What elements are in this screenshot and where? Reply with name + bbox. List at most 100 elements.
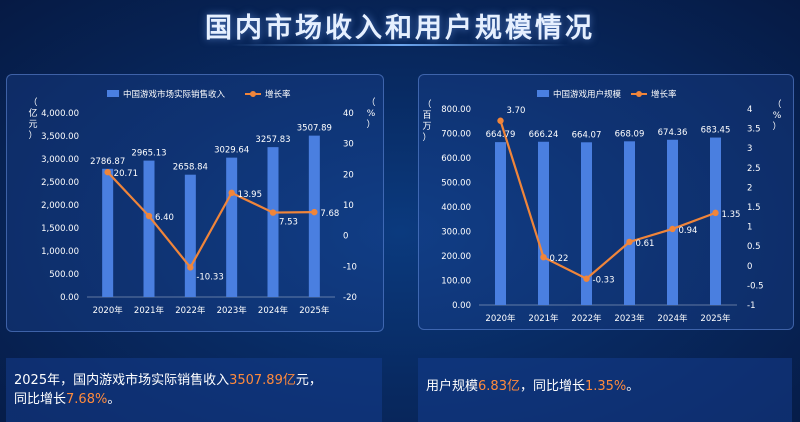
x-axis-tick-label: 2022年 xyxy=(571,313,602,324)
left-axis-tick-label: 0.00 xyxy=(60,293,79,303)
bar-value-label: 664.79 xyxy=(486,130,516,140)
summary-highlight: 6.83亿 xyxy=(478,379,520,394)
growth-value-label: 1.35 xyxy=(722,210,741,220)
right-axis-tick-label: -1 xyxy=(747,301,755,311)
growth-value-label: 0.22 xyxy=(550,254,569,264)
bar xyxy=(624,141,635,305)
growth-value-label: 7.68 xyxy=(320,209,339,219)
growth-line xyxy=(499,120,716,281)
users-chart-panel: 中国游戏用户规模 增长率（百万）（%） 0.00 100.00 200.00 300.00… xyxy=(418,74,794,330)
bar-value-label: 3507.89 xyxy=(297,124,332,134)
bar-value-label: 674.36 xyxy=(658,128,688,138)
left-axis-tick-label: 700.00 xyxy=(441,130,471,140)
left-axis-tick-label: 1,500.00 xyxy=(41,224,79,234)
bar-value-label: 3257.83 xyxy=(255,135,290,145)
x-axis-tick-label: 2022年 xyxy=(175,305,206,316)
bar xyxy=(495,142,506,305)
right-axis-tick-label: 20 xyxy=(343,170,354,180)
growth-point xyxy=(712,209,719,217)
right-axis-tick-label: 3 xyxy=(747,144,752,154)
page-title: 国内市场收入和用户规模情况 xyxy=(205,13,595,44)
left-axis-tick-label: 600.00 xyxy=(441,154,471,164)
bar-value-label: 666.24 xyxy=(529,130,559,140)
x-axis-tick-label: 2020年 xyxy=(93,305,124,316)
growth-point xyxy=(187,264,194,271)
left-axis-tick-label: 2,000.00 xyxy=(41,201,79,211)
growth-value-label: 6.40 xyxy=(155,213,174,223)
x-axis-tick-label: 2025年 xyxy=(700,313,731,324)
growth-point xyxy=(540,253,547,261)
users-summary-text: 用户规模6.83亿，同比增长1.35%。 xyxy=(426,377,639,396)
bar xyxy=(143,160,155,297)
legend-line-label: 增长率 xyxy=(651,89,677,100)
users-chart: 中国游戏用户规模 增长率（百万）（%）0.00100.00200.00300.00… xyxy=(422,89,782,324)
bar-value-label: 3029.64 xyxy=(214,146,249,156)
bar xyxy=(581,142,592,305)
right-axis-tick-label: 0 xyxy=(747,262,752,272)
growth-value-label: 0.61 xyxy=(636,239,655,249)
right-axis-tick-label: -20 xyxy=(343,293,357,303)
bar xyxy=(308,135,320,297)
bar-value-label: 2965.13 xyxy=(131,149,166,159)
left-axis-tick-label: 1,000.00 xyxy=(41,247,79,257)
right-axis-tick-label: 0.5 xyxy=(747,242,761,252)
left-axis-tick-label: 2,500.00 xyxy=(41,178,79,188)
left-axis-tick-label: 500.00 xyxy=(441,179,471,189)
users-summary: 用户规模6.83亿，同比增长1.35%。 xyxy=(418,358,792,422)
summary-highlight: 7.68% xyxy=(66,392,108,407)
growth-value-label: 3.70 xyxy=(507,106,526,116)
left-axis-tick-label: 200.00 xyxy=(441,252,471,262)
right-axis-unit-char: ） xyxy=(772,121,781,132)
left-axis-tick-label: 100.00 xyxy=(441,277,471,287)
x-axis-tick-label: 2021年 xyxy=(134,305,165,316)
bar xyxy=(267,147,279,297)
growth-value-label: -10.33 xyxy=(196,272,223,282)
x-axis-tick-label: 2024年 xyxy=(657,313,688,324)
legend-line-label: 增长率 xyxy=(265,89,291,100)
growth-point xyxy=(311,208,318,216)
right-axis-tick-label: 2.5 xyxy=(747,164,761,174)
left-axis-tick-label: 300.00 xyxy=(441,228,471,238)
right-axis-unit-char: ） xyxy=(366,119,375,130)
growth-point xyxy=(269,209,277,216)
legend-line-marker xyxy=(636,91,642,97)
x-axis-tick-label: 2024年 xyxy=(258,305,289,316)
growth-value-label: -0.33 xyxy=(593,276,615,286)
summary-highlight: 1.35% xyxy=(584,379,627,394)
right-axis-unit-char: （ xyxy=(772,99,781,110)
left-axis-tick-label: 500.00 xyxy=(49,270,79,280)
growth-value-label: 20.71 xyxy=(114,169,138,179)
revenue-chart-panel: 中国游戏市场实际销售收入 增长率（亿元）（%） 0.00 500.00 1,000.00… xyxy=(6,74,384,332)
growth-point xyxy=(228,189,235,197)
bar-value-label: 2786.87 xyxy=(90,157,125,167)
bar-value-label: 668.09 xyxy=(615,129,645,139)
summary-text-part: 。 xyxy=(626,379,640,394)
left-axis-unit-char: ） xyxy=(28,130,37,141)
x-axis-tick-label: 2023年 xyxy=(614,313,645,324)
left-axis-unit-char: 百 xyxy=(422,110,431,121)
x-axis-tick-label: 2021年 xyxy=(528,313,559,324)
revenue-summary: 2025年，国内游戏市场实际销售收入3507.89亿元， 同比增长7.68%。 xyxy=(6,358,382,422)
growth-point xyxy=(626,238,633,246)
right-axis-tick-label: -10 xyxy=(343,262,357,272)
summary-text-part: ，同比增长 xyxy=(519,379,585,394)
right-axis-unit-char: % xyxy=(367,109,376,119)
bar-value-label: 664.07 xyxy=(572,130,602,140)
growth-point xyxy=(497,117,504,124)
growth-line xyxy=(106,171,315,270)
left-axis-tick-label: 3,000.00 xyxy=(41,155,79,165)
growth-value-label: 13.95 xyxy=(238,190,262,200)
bar xyxy=(538,141,549,305)
growth-value-label: 7.53 xyxy=(279,218,298,228)
summary-text-part: 同比增长 xyxy=(14,392,67,407)
right-axis-unit-char: % xyxy=(773,111,782,121)
summary-text-part: 元， xyxy=(295,373,322,388)
right-axis-tick-label: 1 xyxy=(747,223,752,233)
left-axis-tick-label: 3,500.00 xyxy=(41,132,79,142)
legend-line-marker xyxy=(250,91,256,97)
right-axis-tick-label: 10 xyxy=(343,201,354,211)
legend-bar-swatch xyxy=(537,90,549,97)
x-axis-tick-label: 2023年 xyxy=(217,305,248,316)
legend-bar-swatch xyxy=(107,90,119,97)
growth-point xyxy=(145,212,153,220)
